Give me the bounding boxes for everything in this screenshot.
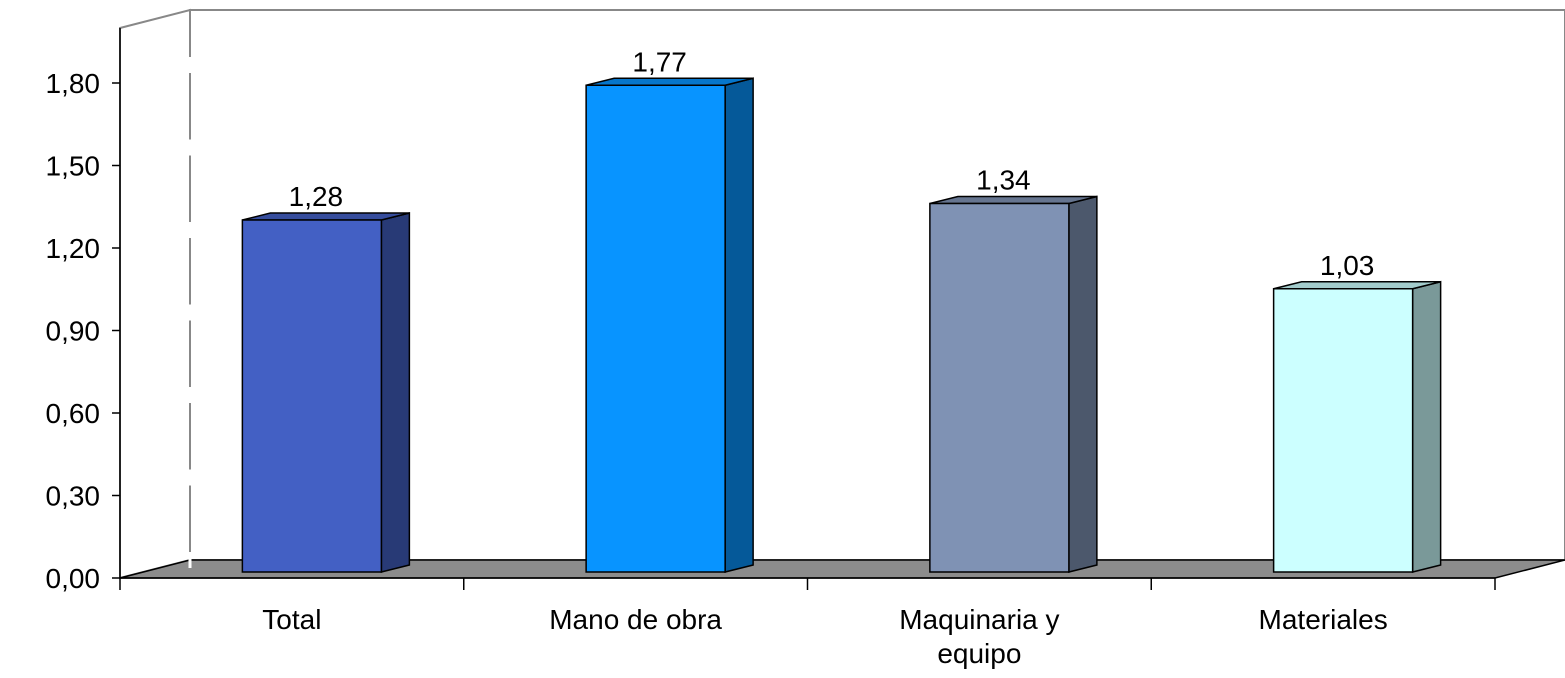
y-tick-label: 0,00 [46, 563, 101, 594]
y-tick-label: 1,80 [46, 68, 101, 99]
y-tick-label: 1,50 [46, 151, 101, 182]
bar-side [380, 212, 411, 573]
x-tick-label: Maquinaria y equipo [899, 604, 1060, 669]
value-label: 1,03 [1320, 250, 1375, 281]
value-label: 1,77 [632, 46, 687, 77]
bar-side [1068, 195, 1098, 573]
y-tick-label: 0,30 [46, 481, 101, 512]
y-tick-label: 1,20 [46, 233, 101, 264]
bar-top [1273, 281, 1441, 290]
side-wall [119, 8, 191, 580]
bar [241, 219, 383, 573]
bar-side [724, 77, 754, 573]
value-label: 1,28 [289, 181, 344, 212]
bar [929, 202, 1070, 573]
x-tick-label: Total [262, 604, 322, 635]
y-tick-label: 0,90 [46, 316, 101, 347]
bar [585, 84, 726, 573]
x-tick-label: Mano de obra [549, 604, 723, 635]
bar [1272, 288, 1414, 573]
value-label: 1,34 [976, 165, 1031, 196]
bar-top [585, 77, 754, 86]
bar-top [929, 195, 1098, 205]
bar-top [242, 212, 410, 221]
y-tick-label: 0,60 [46, 398, 101, 429]
bar-side [1411, 280, 1442, 573]
x-tick-label: Materiales [1258, 604, 1388, 635]
